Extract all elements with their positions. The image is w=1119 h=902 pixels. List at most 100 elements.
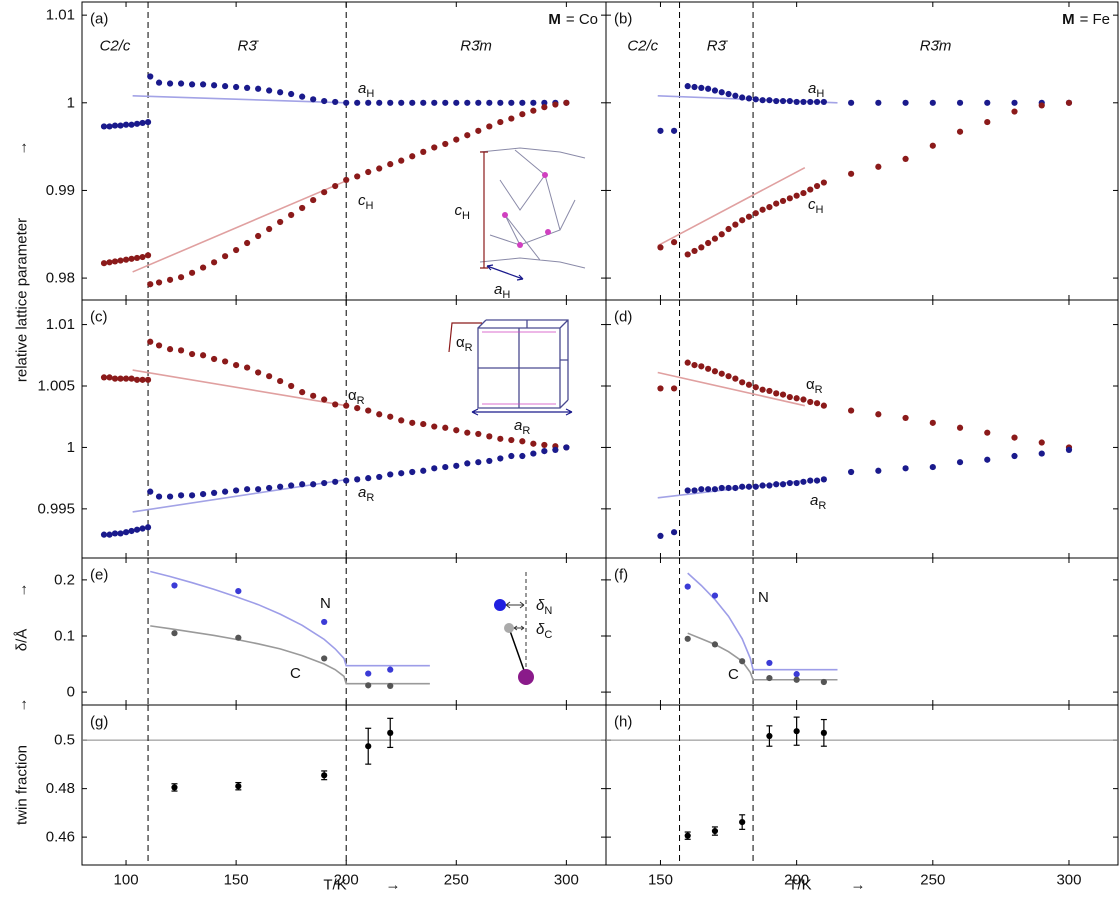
data-point: [222, 253, 228, 259]
panel-frame: [606, 300, 1118, 558]
data-point: [497, 436, 503, 442]
data-point: [277, 89, 283, 95]
y-tick-label: 0.48: [46, 780, 75, 797]
data-point: [780, 481, 786, 487]
x-axis-arrow: →: [386, 877, 401, 894]
data-point: [698, 363, 704, 369]
data-point: [671, 385, 677, 391]
data-point: [222, 83, 228, 89]
panel-label: (h): [614, 714, 632, 731]
data-point: [222, 489, 228, 495]
data-point: [766, 388, 772, 394]
series-label-main: a: [358, 484, 366, 501]
y-axis-label: twin fraction: [14, 745, 31, 825]
data-point: [739, 217, 745, 223]
data-point: [189, 270, 195, 276]
inset-atom: [545, 229, 551, 235]
series-label-sub: R: [357, 395, 365, 407]
inset-arrow: [487, 265, 523, 280]
data-point: [233, 362, 239, 368]
data-point: [780, 392, 786, 398]
data-point: [530, 450, 536, 456]
panel-frame: [606, 558, 1118, 705]
data-point: [354, 173, 360, 179]
data-point: [719, 231, 725, 237]
data-point: [235, 783, 241, 789]
y-tick-label: 1.01: [46, 7, 75, 24]
data-point: [321, 772, 327, 778]
data-point: [848, 171, 854, 177]
series-label: aH: [358, 80, 374, 101]
data-point: [530, 100, 536, 106]
data-point: [244, 486, 250, 492]
data-point: [1066, 100, 1072, 106]
data-point: [167, 80, 173, 86]
data-point: [930, 100, 936, 106]
data-point: [671, 239, 677, 245]
data-point: [365, 169, 371, 175]
data-point: [255, 86, 261, 92]
data-point: [387, 471, 393, 477]
data-point: [387, 414, 393, 420]
data-point: [321, 655, 327, 661]
data-point: [957, 129, 963, 135]
data-point: [848, 407, 854, 413]
inset-atom: [542, 172, 548, 178]
x-tick-label: 250: [444, 872, 469, 889]
data-point: [732, 93, 738, 99]
data-point: [739, 379, 745, 385]
data-point: [464, 132, 470, 138]
inset-label: δC: [536, 621, 552, 642]
data-point: [800, 99, 806, 105]
data-point: [746, 484, 752, 490]
data-point: [657, 128, 663, 134]
data-point: [147, 281, 153, 287]
series-label-sub: H: [816, 204, 824, 216]
y-tick-label: 1: [67, 439, 75, 456]
phase-label: R3̄: [238, 38, 260, 55]
data-point: [739, 819, 745, 825]
series-label-main: C: [728, 666, 739, 683]
data-point: [753, 210, 759, 216]
data-point: [759, 482, 765, 488]
y-tick-label: 1.005: [37, 378, 75, 395]
data-point: [101, 123, 107, 129]
data-point: [376, 411, 382, 417]
data-point: [156, 342, 162, 348]
data-point: [171, 582, 177, 588]
series-label-sub: R: [366, 492, 374, 504]
data-point: [112, 258, 118, 264]
data-point: [698, 486, 704, 492]
data-point: [780, 198, 786, 204]
data-point: [453, 137, 459, 143]
data-point: [725, 91, 731, 97]
data-point: [848, 469, 854, 475]
panel-label: (d): [614, 309, 632, 326]
series-label-main: a: [358, 80, 366, 97]
data-point: [508, 437, 514, 443]
y-tick-label: 0.46: [46, 829, 75, 846]
data-point: [233, 487, 239, 493]
panel-label: (c): [90, 309, 108, 326]
data-point: [299, 389, 305, 395]
data-point: [112, 376, 118, 382]
data-point: [453, 463, 459, 469]
data-point: [343, 177, 349, 183]
data-point: [685, 251, 691, 257]
data-point: [1011, 453, 1017, 459]
data-point: [321, 396, 327, 402]
panel-label: (b): [614, 11, 632, 28]
data-point: [321, 619, 327, 625]
inset-arrow: [480, 152, 488, 268]
data-point: [719, 89, 725, 95]
panel-title: M= Co: [548, 11, 598, 28]
data-point: [800, 479, 806, 485]
y-tick-label: 0.2: [54, 571, 75, 588]
x-axis-label: T/K: [323, 877, 346, 894]
y-axis-arrow: →: [14, 698, 31, 713]
data-point: [691, 248, 697, 254]
data-point: [902, 415, 908, 421]
data-point: [376, 100, 382, 106]
data-point: [691, 362, 697, 368]
panel-frame: [82, 2, 606, 300]
